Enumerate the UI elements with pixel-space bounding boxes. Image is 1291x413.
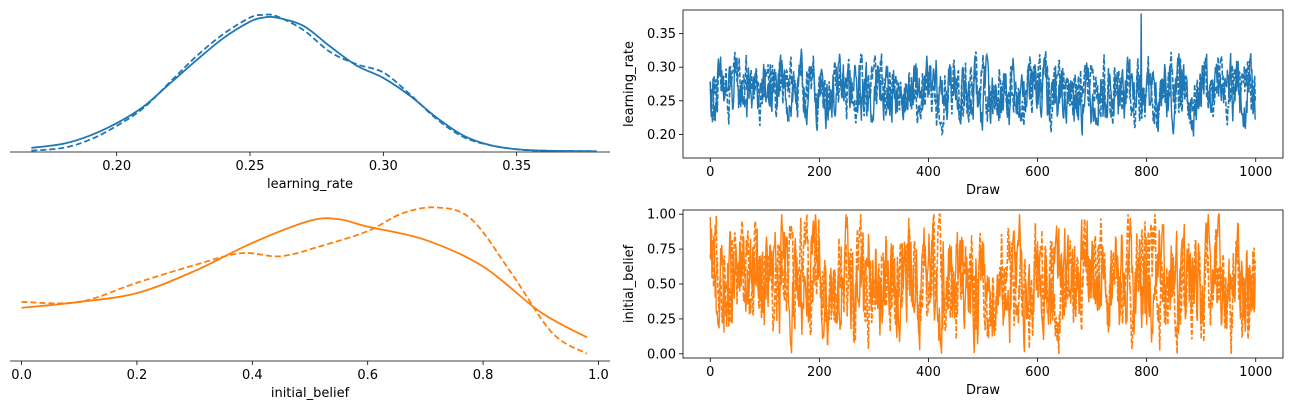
x-tick-label: 0 xyxy=(706,365,714,380)
x-tick-label: 1000 xyxy=(1239,165,1272,180)
x-tick-label: 0.35 xyxy=(502,159,531,174)
x-tick-label: 400 xyxy=(916,165,941,180)
x-tick-label: 0.20 xyxy=(102,159,131,174)
x-tick-label: 0.2 xyxy=(127,368,148,383)
kde-line-dashed xyxy=(21,206,588,355)
x-tick-label: 0 xyxy=(706,165,714,180)
panel-trace-initial_belief: 0 200 400 600 800 1000 Draw 0.00 0.25 0.50 0.75 1.0… xyxy=(622,208,1284,398)
panel-trace-learning_rate: 0 200 400 600 800 1000 Draw 0.20 0.25 0.30 0.35 lea… xyxy=(622,9,1284,198)
y-tick-label: 0.20 xyxy=(647,128,676,143)
x-tick-label: 200 xyxy=(807,365,832,380)
x-tick-label: 1000 xyxy=(1239,365,1272,380)
x-tick-label: 0.6 xyxy=(357,368,378,383)
y-tick-label: 0.25 xyxy=(647,94,676,109)
data-layer xyxy=(31,13,597,152)
y-axis-label: learning_rate xyxy=(622,41,637,127)
kde-line-dashed xyxy=(31,13,597,152)
x-tick-label: 0.8 xyxy=(473,368,494,383)
x-axis-label: learning_rate xyxy=(267,177,353,192)
data-layer xyxy=(21,206,588,355)
y-tick-label: 0.30 xyxy=(647,61,676,76)
x-tick-label: 600 xyxy=(1025,365,1050,380)
x-tick-label: 0.0 xyxy=(11,368,32,383)
x-tick-label: 0.4 xyxy=(242,368,263,383)
panel-kde-initial_belief: 0.0 0.2 0.4 0.6 0.8 1.0 initial_belief xyxy=(10,206,610,401)
kde-line-solid xyxy=(21,217,588,339)
y-tick-label: 0.35 xyxy=(647,27,676,42)
panel-kde-learning_rate: 0.20 0.25 0.30 0.35 learning_rate xyxy=(10,13,610,192)
trace-line-chain-0 xyxy=(709,13,1256,137)
x-tick-label: 1.0 xyxy=(588,368,609,383)
kde-line-solid xyxy=(31,15,597,152)
y-tick-label: 0.75 xyxy=(647,243,676,258)
x-tick-label: 400 xyxy=(916,365,941,380)
x-tick-label: 800 xyxy=(1134,365,1159,380)
y-tick-label: 1.00 xyxy=(647,208,676,223)
x-tick-label: 600 xyxy=(1025,165,1050,180)
y-axis-label: initial_belief xyxy=(622,244,637,323)
x-axis-label: Draw xyxy=(966,183,1000,198)
x-axis-label: initial_belief xyxy=(271,386,350,401)
y-tick-label: 0.00 xyxy=(647,347,676,362)
trace-line-chain-1 xyxy=(709,51,1256,137)
x-tick-label: 0.25 xyxy=(236,159,265,174)
x-tick-label: 800 xyxy=(1134,165,1159,180)
data-layer xyxy=(709,213,1256,354)
x-axis-label: Draw xyxy=(966,383,1000,398)
trace-line-chain-1 xyxy=(709,213,1256,354)
y-tick-label: 0.50 xyxy=(647,278,676,293)
x-tick-label: 200 xyxy=(807,165,832,180)
trace-line-chain-0 xyxy=(709,213,1256,354)
x-tick-label: 0.30 xyxy=(369,159,398,174)
axes-frame xyxy=(682,9,1284,159)
data-layer xyxy=(709,13,1256,137)
y-tick-label: 0.25 xyxy=(647,312,676,327)
